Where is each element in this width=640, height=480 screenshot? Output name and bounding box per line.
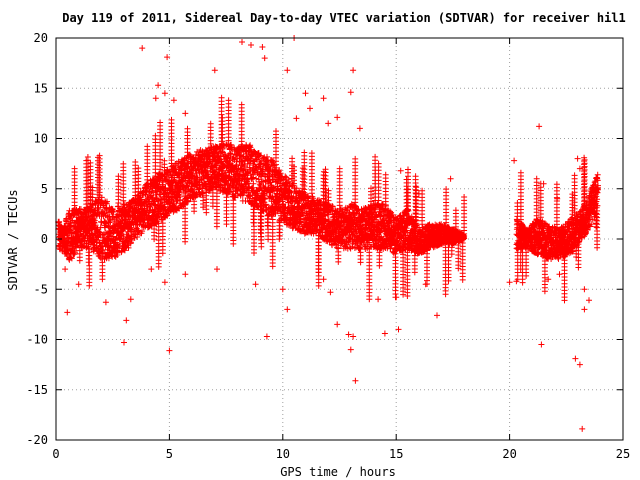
- y-tick-label: -10: [26, 333, 48, 347]
- y-tick-label: -5: [34, 282, 48, 296]
- x-tick-label: 25: [616, 447, 630, 461]
- x-tick-label: 5: [166, 447, 173, 461]
- sdtvar-points: [55, 35, 601, 432]
- x-tick-label: 10: [276, 447, 290, 461]
- x-axis-label: GPS time / hours: [280, 465, 396, 479]
- y-tick-label: 0: [41, 232, 48, 246]
- x-tick-labels: 0 5 10 15 20 25: [52, 447, 630, 461]
- y-tick-label: 15: [34, 81, 48, 95]
- y-tick-label: 10: [34, 132, 48, 146]
- axis-ticks: [55, 37, 624, 441]
- y-tick-label: 20: [34, 31, 48, 45]
- y-tick-label: -15: [26, 383, 48, 397]
- chart-title: Day 119 of 2011, Sidereal Day-to-day VTE…: [62, 11, 626, 25]
- x-tick-label: 15: [389, 447, 403, 461]
- y-axis-label: SDTVAR / TECUs: [6, 189, 20, 290]
- data-points: [55, 35, 601, 432]
- y-tick-label: 5: [41, 182, 48, 196]
- x-tick-label: 0: [52, 447, 59, 461]
- y-tick-label: -20: [26, 433, 48, 447]
- x-tick-label: 20: [502, 447, 516, 461]
- y-tick-labels: -20 -15 -10 -5 0 5 10 15 20: [26, 31, 48, 447]
